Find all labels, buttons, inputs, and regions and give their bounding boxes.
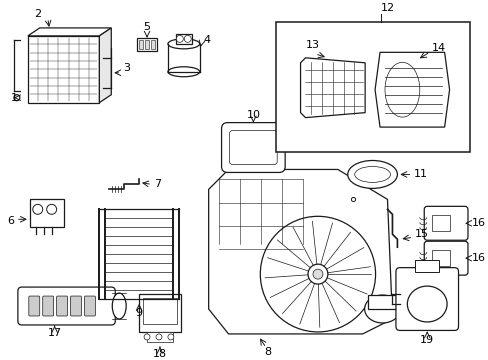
Ellipse shape — [347, 161, 397, 188]
FancyBboxPatch shape — [84, 296, 95, 316]
Bar — [151, 40, 155, 49]
Bar — [139, 40, 143, 49]
FancyBboxPatch shape — [221, 123, 285, 172]
Circle shape — [312, 269, 322, 279]
FancyBboxPatch shape — [229, 131, 277, 165]
Text: 4: 4 — [203, 35, 210, 45]
Text: 16: 16 — [471, 218, 485, 228]
Bar — [139, 294, 181, 332]
FancyBboxPatch shape — [395, 267, 458, 330]
Text: 13: 13 — [305, 40, 319, 50]
Bar — [137, 38, 157, 51]
Circle shape — [184, 35, 191, 42]
Bar — [431, 250, 449, 266]
Text: 6: 6 — [7, 216, 14, 226]
Text: 18: 18 — [153, 349, 167, 359]
Text: 8: 8 — [264, 347, 271, 357]
Ellipse shape — [354, 166, 390, 183]
Bar — [276, 22, 469, 152]
FancyBboxPatch shape — [424, 206, 467, 240]
Bar — [30, 199, 63, 227]
FancyBboxPatch shape — [70, 296, 81, 316]
Polygon shape — [99, 28, 111, 103]
Text: 1: 1 — [10, 93, 18, 103]
Polygon shape — [374, 52, 448, 127]
FancyBboxPatch shape — [29, 296, 40, 316]
FancyBboxPatch shape — [18, 287, 115, 325]
Bar — [431, 215, 449, 231]
Text: 12: 12 — [380, 3, 394, 13]
Circle shape — [46, 204, 57, 214]
Circle shape — [307, 264, 327, 284]
Circle shape — [33, 204, 42, 214]
Text: 10: 10 — [246, 109, 260, 120]
Circle shape — [176, 35, 183, 42]
Text: 2: 2 — [34, 9, 41, 19]
Ellipse shape — [112, 293, 126, 319]
Text: 5: 5 — [143, 22, 150, 32]
Polygon shape — [208, 170, 392, 334]
Text: 19: 19 — [419, 336, 433, 345]
Text: 7: 7 — [154, 179, 161, 189]
Bar — [367, 295, 397, 309]
Circle shape — [144, 334, 150, 340]
Polygon shape — [28, 28, 111, 36]
Polygon shape — [300, 58, 365, 118]
Bar — [145, 40, 149, 49]
Circle shape — [14, 95, 20, 101]
Text: 17: 17 — [47, 328, 61, 338]
Bar — [414, 260, 438, 272]
Ellipse shape — [364, 295, 400, 323]
Circle shape — [156, 334, 162, 340]
Ellipse shape — [407, 286, 446, 322]
Ellipse shape — [167, 39, 199, 49]
Text: 9: 9 — [135, 308, 142, 318]
Text: 3: 3 — [123, 63, 130, 73]
Text: 11: 11 — [413, 170, 427, 179]
Bar — [176, 34, 191, 44]
Ellipse shape — [167, 67, 199, 77]
FancyBboxPatch shape — [57, 296, 67, 316]
Bar — [28, 36, 99, 103]
Text: 16: 16 — [471, 253, 485, 263]
Circle shape — [167, 334, 174, 340]
Bar — [143, 298, 177, 324]
Bar — [147, 332, 173, 342]
FancyBboxPatch shape — [424, 241, 467, 275]
Text: 15: 15 — [414, 229, 428, 239]
FancyBboxPatch shape — [42, 296, 54, 316]
Text: 14: 14 — [431, 43, 446, 53]
Circle shape — [260, 216, 375, 332]
Ellipse shape — [384, 62, 419, 117]
